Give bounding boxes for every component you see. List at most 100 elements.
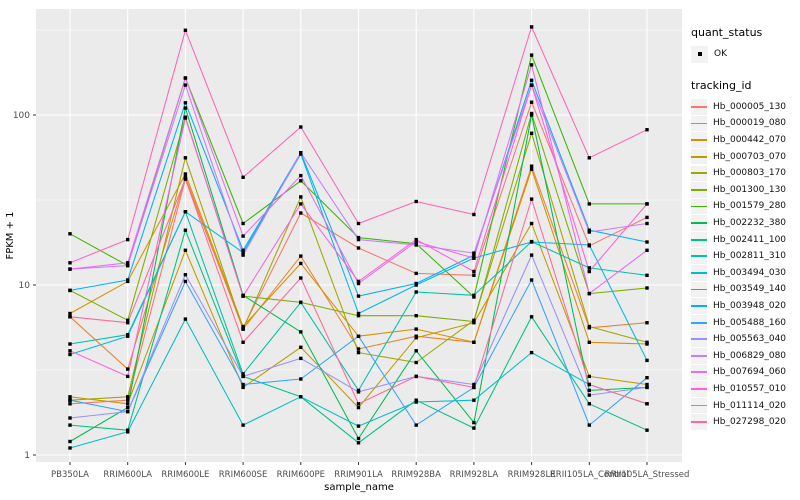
legend-item-label: Hb_003948_020 [713, 301, 787, 312]
data-point [587, 230, 591, 234]
legend-line-swatch [691, 205, 707, 208]
data-point [645, 248, 649, 252]
data-point [241, 374, 245, 379]
legend-tracking-items: Hb_000005_130 Hb_000019_080 Hb_000442_070 H… [691, 99, 799, 431]
data-point [241, 248, 245, 252]
data-point [414, 314, 418, 318]
data-point [299, 195, 303, 199]
data-point [645, 340, 649, 344]
data-point [241, 324, 245, 329]
ok-point-icon [697, 52, 702, 57]
data-point [529, 164, 534, 168]
legend-key-box [691, 45, 708, 63]
data-point [299, 356, 303, 361]
data-point [183, 317, 188, 321]
data-point [645, 321, 649, 325]
data-point [356, 246, 361, 250]
data-point [529, 63, 534, 67]
data-point [645, 221, 649, 226]
data-point [356, 281, 361, 286]
data-point [68, 398, 72, 402]
data-point [356, 424, 361, 428]
legend-item-label: Hb_006829_080 [713, 350, 787, 361]
data-point [68, 315, 72, 319]
data-point [241, 250, 245, 255]
data-point [126, 334, 130, 338]
data-point [645, 273, 649, 277]
data-point [587, 156, 591, 160]
data-point [241, 327, 245, 331]
data-point [472, 251, 476, 255]
data-point [183, 156, 188, 160]
legend-line-swatch [691, 288, 707, 291]
data-point [356, 294, 361, 298]
data-point [68, 232, 72, 236]
legend-line-swatch [691, 139, 707, 141]
data-point [299, 151, 303, 155]
x-tick-label: PB350LA [51, 470, 89, 480]
data-point [529, 53, 534, 57]
legend-item-Hb_005488_160: Hb_005488_160 [691, 314, 799, 331]
legend-line-swatch [691, 172, 707, 175]
legend-item-label: Hb_003494_030 [713, 267, 787, 278]
data-point [68, 439, 72, 444]
data-point [299, 261, 303, 266]
data-point [126, 261, 130, 265]
data-point [299, 254, 303, 258]
data-point [587, 374, 591, 379]
data-point [299, 276, 303, 280]
data-point [645, 428, 649, 432]
data-point [645, 286, 649, 290]
data-point [645, 128, 649, 132]
data-point [587, 423, 591, 427]
data-point [68, 267, 72, 271]
y-axis-title: FPKM + 1 [5, 211, 16, 259]
legend-item-label: Hb_003549_140 [713, 284, 787, 295]
data-point [241, 294, 245, 298]
data-point [356, 314, 361, 318]
fpkm-line-chart: 1 10 100 PB350LA RRIM600LA RRIM600LE RRIM600SE… [5, 9, 689, 493]
legend-key-box [691, 414, 707, 430]
data-point [183, 279, 188, 284]
legend-line-swatch [691, 371, 707, 374]
legend-item-label: Hb_000019_080 [713, 118, 787, 129]
legend-item-label: Hb_007694_060 [713, 367, 787, 378]
data-point [645, 402, 649, 406]
data-point [126, 398, 130, 402]
legend-line-swatch [691, 305, 707, 307]
data-point [183, 28, 188, 32]
data-point [414, 281, 418, 286]
chart-legend: quant_status OK tracking_id Hb_000005_13… [691, 26, 799, 430]
data-point [126, 263, 130, 268]
legend-line-swatch [691, 271, 707, 274]
legend-line-swatch [691, 188, 707, 191]
legend-line-swatch [691, 388, 707, 390]
data-point [356, 350, 361, 355]
legend-item-label: Hb_005563_040 [713, 334, 787, 345]
data-point [529, 253, 534, 257]
data-point [183, 172, 188, 176]
data-point [183, 83, 188, 87]
data-point [472, 426, 476, 430]
data-point [529, 197, 534, 201]
data-point [356, 436, 361, 441]
data-point [472, 398, 476, 402]
data-point [68, 402, 72, 406]
legend-item-Hb_000803_170: Hb_000803_170 [691, 165, 799, 182]
legend-item-Hb_006829_080: Hb_006829_080 [691, 348, 799, 365]
data-point [68, 446, 72, 450]
data-point [356, 390, 361, 394]
legend-item-Hb_000019_080: Hb_000019_080 [691, 115, 799, 132]
data-point [529, 113, 534, 117]
x-axis-title: sample_name [324, 482, 394, 493]
legend-line-swatch [691, 321, 707, 324]
legend-line-swatch [691, 338, 707, 341]
legend-key-box [691, 215, 707, 231]
legend-item-label: Hb_011114_020 [713, 400, 787, 411]
legend-key-box [691, 281, 707, 298]
data-point [472, 256, 476, 260]
data-point [645, 382, 649, 387]
data-point [472, 269, 476, 274]
x-tick-label: RRIM928BA [391, 470, 441, 480]
data-point [68, 416, 72, 420]
